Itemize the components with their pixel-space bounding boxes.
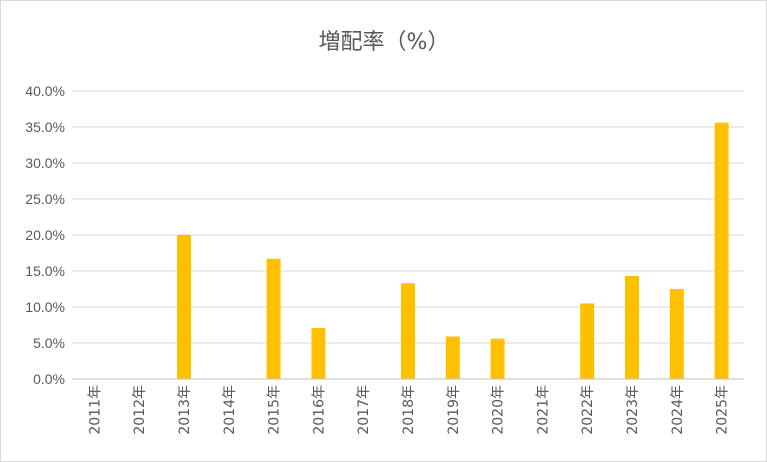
y-tick-label: 25.0%	[25, 191, 65, 207]
bar-2020年	[490, 338, 505, 379]
x-tick-label: 2020年	[491, 385, 507, 435]
x-tick-label: 2018年	[401, 385, 417, 435]
chart-title: 増配率（%）	[319, 30, 450, 55]
x-tick-label: 2011年	[87, 385, 103, 435]
x-tick-label: 2023年	[625, 385, 641, 435]
bar-2023年	[625, 276, 639, 379]
x-tick-label: 2025年	[715, 385, 731, 435]
bar-2018年	[401, 283, 415, 379]
x-tick-label: 2014年	[222, 385, 238, 435]
bar-2013年	[177, 235, 191, 379]
y-tick-label: 10.0%	[25, 299, 65, 315]
y-tick-label: 0.0%	[33, 371, 65, 387]
x-axis-ticks: 2011年 2012年 2013年 2014年 2015年 2016年 2017年 2018年…	[87, 385, 730, 435]
bar-2024年	[669, 289, 684, 379]
x-tick-label: 2019年	[446, 385, 462, 435]
x-tick-label: 2016年	[311, 385, 327, 435]
bar-2016年	[311, 327, 326, 379]
x-tick-label: 2013年	[177, 385, 193, 435]
bars	[177, 122, 729, 380]
bar-2022年	[580, 303, 595, 379]
x-tick-label: 2021年	[535, 385, 551, 435]
y-tick-label: 20.0%	[25, 227, 65, 243]
x-tick-label: 2015年	[267, 385, 283, 435]
y-tick-label: 30.0%	[25, 155, 65, 171]
x-tick-label: 2012年	[132, 385, 148, 435]
x-tick-label: 2017年	[356, 385, 372, 435]
x-tick-label: 2024年	[670, 385, 686, 435]
y-tick-label: 5.0%	[33, 335, 65, 351]
x-tick-label: 2022年	[580, 385, 596, 435]
y-tick-label: 40.0%	[25, 83, 65, 99]
y-tick-label: 15.0%	[25, 263, 65, 279]
bar-2019年	[445, 336, 460, 379]
y-axis-ticks: 0.0% 5.0% 10.0% 15.0% 20.0% 25.0% 30.0% 35.0% 40…	[25, 83, 65, 387]
y-tick-label: 35.0%	[25, 119, 65, 135]
bar-2025年	[714, 122, 729, 380]
bar-2015年	[266, 258, 281, 379]
